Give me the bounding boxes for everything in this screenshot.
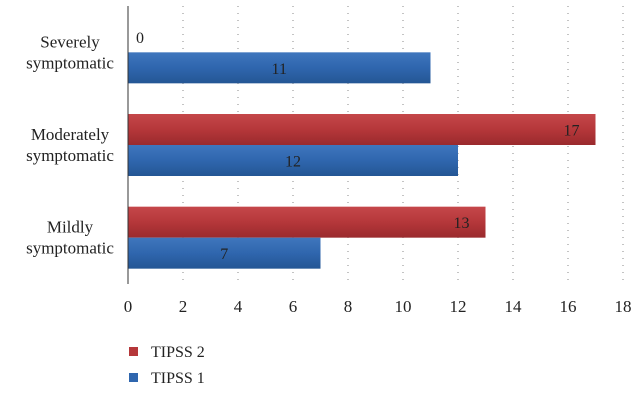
bar-tipss-1-1	[128, 145, 458, 176]
category-label-2-line-1: symptomatic	[26, 239, 114, 258]
x-tick-label-2: 4	[234, 297, 243, 316]
bar-tipss-2-2	[128, 206, 486, 238]
legend-swatch-0	[129, 347, 138, 356]
category-label-2-line-0: Mildly	[47, 218, 94, 237]
legend-label-0: TIPSS 2	[151, 344, 205, 361]
category-label-1-line-1: symptomatic	[26, 146, 114, 165]
data-label-tipss-1-0: 11	[272, 61, 287, 78]
x-tick-label-8: 16	[560, 297, 577, 316]
legend-swatch-1	[129, 373, 138, 382]
legend-label-1: TIPSS 1	[151, 370, 205, 387]
x-tick-label-7: 14	[505, 297, 523, 316]
bar-tipss-1-2	[128, 237, 321, 269]
x-tick-label-9: 18	[615, 297, 632, 316]
category-label-0-line-0: Severely	[40, 32, 100, 51]
x-tick-label-6: 12	[450, 297, 467, 316]
x-tick-label-4: 8	[344, 297, 353, 316]
category-label-0-line-1: symptomatic	[26, 53, 114, 72]
x-tick-label-5: 10	[395, 297, 412, 316]
data-labels: 0 11 17 12 13 7	[136, 30, 580, 263]
x-axis-ticks: 0 2 4 6 8 10 12 14 16 18	[124, 297, 632, 316]
bar-tipss-1-0	[128, 52, 431, 84]
x-tick-label-0: 0	[124, 297, 133, 316]
x-tick-label-3: 6	[289, 297, 298, 316]
category-labels: Severely symptomatic Moderately symptomatic…	[26, 32, 114, 257]
data-label-tipss-2-0: 0	[136, 30, 144, 47]
data-label-tipss-2-1: 17	[564, 123, 580, 140]
x-tick-label-1: 2	[179, 297, 188, 316]
data-label-tipss-1-1: 12	[285, 154, 301, 171]
data-label-tipss-1-2: 7	[220, 246, 228, 263]
data-label-tipss-2-2: 13	[454, 215, 470, 232]
bar-tipss-2-1	[128, 114, 596, 145]
bars	[128, 52, 596, 269]
legend: TIPSS 2 TIPSS 1	[129, 344, 205, 387]
category-label-1-line-0: Moderately	[31, 125, 110, 144]
